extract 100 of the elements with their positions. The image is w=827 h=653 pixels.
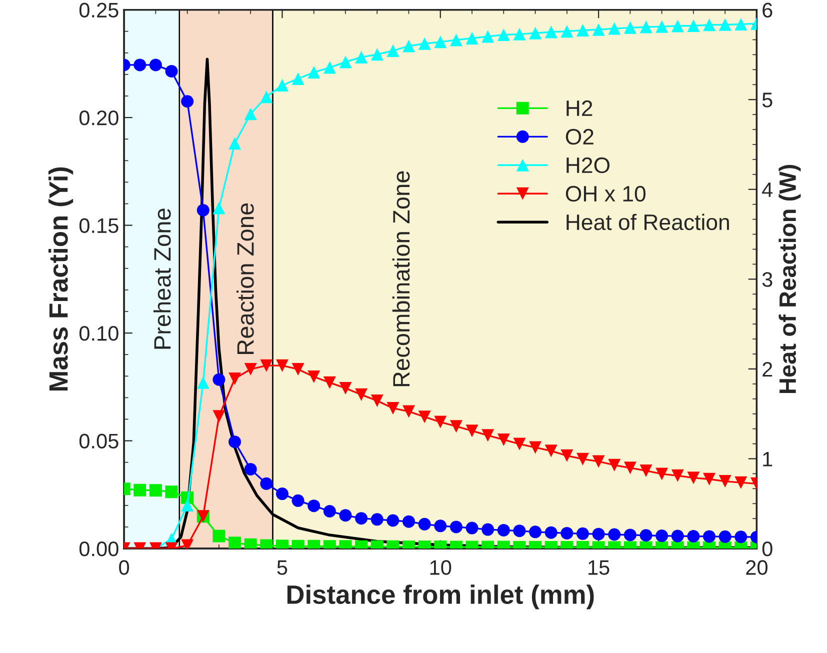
point: [513, 28, 526, 40]
legend-label: O2: [566, 128, 594, 145]
point: [592, 528, 605, 540]
point: [339, 382, 352, 394]
x-tick-label: 0: [119, 560, 130, 575]
point: [576, 452, 589, 466]
point: [196, 376, 210, 389]
point: [687, 19, 700, 32]
point: [497, 28, 510, 42]
point: [434, 520, 447, 532]
point: [181, 498, 194, 512]
point: [624, 528, 636, 542]
point: [450, 420, 462, 433]
point: [402, 40, 415, 52]
point: [276, 78, 288, 92]
y2-tick-label: 5: [762, 92, 772, 108]
x-axis-title: Distance from inlet (mm): [287, 584, 594, 610]
point: [718, 530, 732, 543]
point: [734, 18, 748, 30]
y2-tick-label: 4: [762, 182, 773, 197]
point: [656, 20, 668, 33]
point: [497, 433, 510, 446]
point: [640, 20, 652, 34]
point: [292, 362, 304, 376]
point: [134, 484, 146, 496]
point: [276, 488, 288, 500]
y-tick-label: 0.05: [79, 434, 118, 449]
point: [181, 95, 194, 108]
point: [355, 50, 368, 64]
band-label: Preheat Zone: [153, 208, 171, 349]
point: [703, 472, 716, 486]
point: [592, 23, 605, 36]
point: [212, 202, 226, 214]
x-tick-label: 15: [588, 560, 610, 575]
point: [656, 530, 668, 542]
point: [624, 21, 636, 34]
point: [323, 504, 336, 518]
point: [718, 18, 732, 31]
point: [212, 373, 226, 386]
point: [386, 402, 400, 414]
point: [386, 44, 400, 57]
point: [576, 527, 589, 540]
y2-tick-label: 3: [762, 272, 772, 287]
point: [418, 37, 431, 50]
point: [592, 455, 605, 468]
point: [671, 469, 684, 482]
y-tick-label: 0.15: [79, 218, 118, 234]
point: [260, 90, 273, 104]
point: [482, 30, 494, 43]
point: [292, 494, 304, 507]
point: [450, 34, 462, 46]
point: [212, 410, 226, 423]
y-tick-label: 0.20: [79, 110, 118, 126]
point: [276, 359, 288, 372]
x-tick-label: 5: [277, 560, 288, 575]
point: [466, 424, 478, 438]
point: [323, 61, 336, 74]
point: [370, 513, 384, 526]
point: [703, 18, 716, 32]
point: [656, 468, 668, 480]
point: [260, 359, 273, 372]
point: [323, 376, 336, 389]
point: [212, 530, 226, 542]
y2-tick-label: 1: [763, 452, 772, 466]
y2-tick-label: 0: [762, 542, 772, 556]
band-label: Recombination Zone: [392, 171, 410, 386]
point: [434, 36, 447, 48]
point: [576, 24, 589, 37]
point: [560, 25, 574, 38]
x-tick-label: 20: [746, 560, 768, 575]
y-tick-label: 0.10: [79, 326, 118, 341]
point: [292, 72, 304, 85]
point: [544, 26, 558, 38]
point: [228, 536, 242, 549]
point: [640, 529, 652, 542]
point: [149, 484, 162, 497]
point: [513, 524, 526, 538]
y-tick-label: 0.25: [79, 2, 118, 18]
legend-label: H2: [566, 100, 592, 116]
point: [228, 137, 242, 150]
point: [165, 486, 178, 498]
point: [165, 64, 178, 78]
point: [718, 475, 732, 488]
point: [244, 108, 257, 120]
legend-label: OH x 10: [566, 186, 646, 202]
x-tick-label: 10: [430, 560, 452, 575]
point: [370, 48, 384, 61]
point: [513, 438, 526, 450]
point: [339, 509, 352, 522]
point: [608, 22, 621, 35]
point: [529, 26, 542, 40]
point: [418, 410, 431, 424]
point: [434, 416, 447, 428]
point: [560, 526, 574, 540]
point: [228, 372, 242, 385]
point: [466, 522, 478, 534]
point: [450, 520, 462, 534]
point: [339, 56, 352, 68]
point: [308, 370, 320, 384]
point: [244, 538, 257, 549]
